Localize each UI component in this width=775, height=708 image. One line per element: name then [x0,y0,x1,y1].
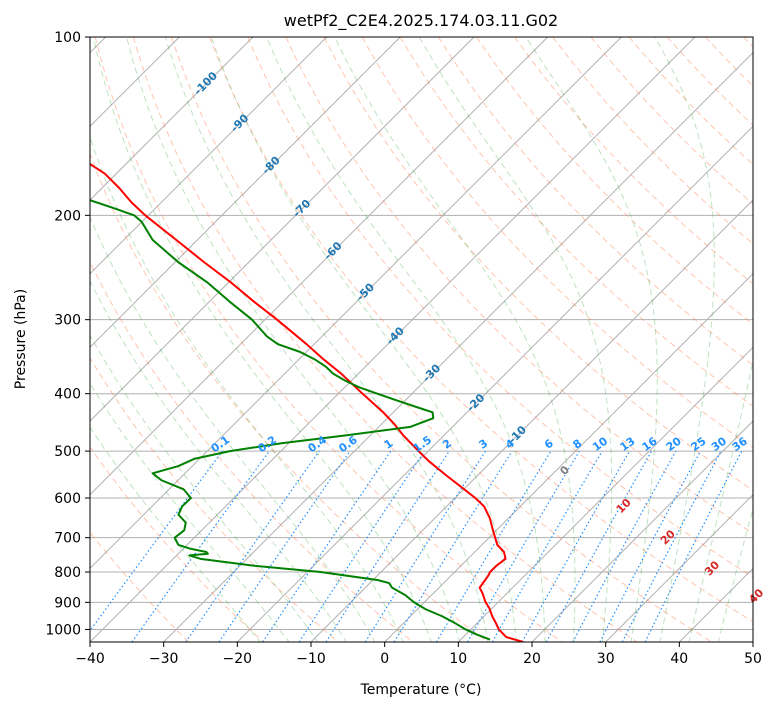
y-tick-label: 100 [54,30,81,46]
dry-adiabat-line [514,37,753,285]
moist-adiabat-line [688,358,753,642]
mixing-ratio-line [185,450,320,642]
x-tick-label: −40 [75,651,105,667]
dry-adiabat-line [438,37,753,366]
moist-adiabat-line [654,37,715,642]
y-tick-label: 400 [54,387,81,403]
isotherm-line [605,493,753,642]
isotherm-line [236,125,753,642]
isotherm-line [457,346,753,642]
y-tick-label: 200 [54,208,81,224]
chart-title: wetPf2_C2E4.2025.174.03.11.G02 [284,11,558,31]
mixing-ratio-line [521,450,631,642]
dry-adiabat-line [476,37,753,325]
moist-adiabat-line [164,37,489,642]
moist-adiabat-line [334,37,576,642]
dry-adiabat-line [285,37,753,535]
moist-adiabat-line [90,215,376,642]
moist-adiabat-line [92,37,432,642]
isotherm-line [90,37,475,422]
temperature-line [90,162,524,642]
isotherm-line [90,37,328,275]
x-axis-title: Temperature (°C) [360,682,482,698]
dewpoint-line [90,199,491,641]
moist-adiabat-line [210,37,517,642]
moist-adiabat-line [90,426,261,642]
mixing-ratio-line [262,450,392,642]
plot-frame [89,36,754,643]
x-tick-label: 30 [597,651,615,667]
dry-adiabat-line [90,356,339,642]
moist-adiabat-line [418,37,613,642]
moist-adiabat-line [126,37,461,642]
mixing-ratio-line [131,450,270,642]
dry-adiabat-line [247,37,753,578]
y-tick-label: 900 [54,595,81,611]
moist-adiabat-line [90,382,290,642]
isotherm-line [90,37,254,201]
dry-adiabat-line [90,446,264,642]
x-tick-label: 10 [449,651,467,667]
dry-adiabat-line [90,260,414,642]
x-tick-label: 20 [523,651,541,667]
mixing-ratio-line [325,450,450,642]
y-tick-label: 1000 [45,622,81,638]
x-tick-label: 40 [670,651,688,667]
dry-adiabat-line [171,37,713,642]
y-axis-title: Pressure (hPa) [13,289,29,389]
series-layer [90,162,524,642]
mixing-ratio-line [218,450,351,642]
isotherm-line [90,37,549,496]
y-tick-label: 500 [54,444,81,460]
mixing-ratio-line [298,450,425,642]
y-tick-label: 300 [54,313,81,329]
mixing-ratio-line [644,450,743,642]
moist-adiabat-line [525,37,658,642]
isotherm-line [90,37,696,642]
y-tick-label: 600 [54,491,81,507]
isotherm-line [90,37,622,570]
mixing-ratio-line [393,450,513,642]
x-tick-label: 0 [380,651,389,667]
x-tick-label: −10 [296,651,326,667]
isotherm-line [310,199,753,642]
moist-adiabat-line [90,279,347,642]
moist-adiabat-line [90,334,319,642]
dry-adiabat-line [94,37,563,642]
dry-adiabat-line [323,37,753,491]
isotherm-line [163,51,753,642]
x-tick-label: −30 [149,651,179,667]
mixing-ratio-line [572,450,677,642]
x-tick-label: 50 [744,651,762,667]
isotherm-line [531,420,753,642]
y-tick-label: 800 [54,565,81,581]
moist-adiabat-line [90,135,404,642]
moist-adiabat-line [717,506,753,642]
isotherm-line [384,272,753,642]
mixing-ratio-line [90,450,223,632]
y-tick-label: 700 [54,531,81,547]
dry-adiabat-line [132,37,638,642]
grid-layer [90,37,753,642]
tick-layer: −40 −30 −20 −10 0 10 20 30 40 50 100 200 300 400 500 60… [45,30,762,667]
dry-adiabat-line [209,37,753,623]
mixing-ratio-line [545,450,653,642]
isotherm-line [90,37,401,349]
moist-adiabat-line [266,37,546,642]
dry-adiabat-line [90,152,488,642]
x-tick-label: −20 [223,651,253,667]
